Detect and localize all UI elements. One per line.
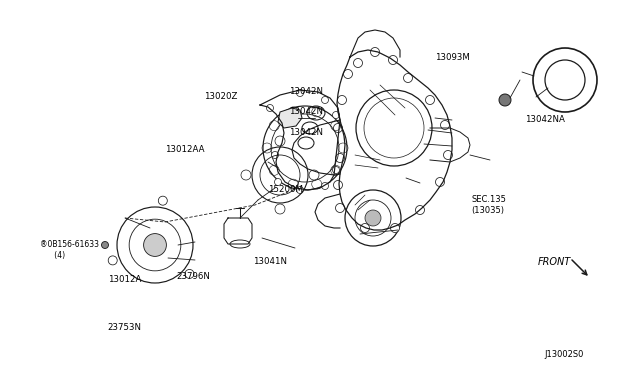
Text: 13093M: 13093M <box>435 53 470 62</box>
Text: ®0B156-61633
      (4): ®0B156-61633 (4) <box>40 240 99 260</box>
Circle shape <box>365 210 381 226</box>
Circle shape <box>321 96 328 103</box>
Text: J13002S0: J13002S0 <box>544 350 584 359</box>
Text: 13042N: 13042N <box>289 107 323 116</box>
Circle shape <box>335 203 344 212</box>
Text: 13012AA: 13012AA <box>165 145 205 154</box>
Circle shape <box>426 96 435 105</box>
Text: FRONT: FRONT <box>538 257 571 267</box>
Circle shape <box>321 183 328 189</box>
Circle shape <box>158 196 167 205</box>
Circle shape <box>403 74 413 83</box>
Text: 13042N: 13042N <box>289 128 323 137</box>
Circle shape <box>143 234 166 256</box>
Circle shape <box>241 170 251 180</box>
Circle shape <box>388 55 397 64</box>
Circle shape <box>371 48 380 57</box>
Circle shape <box>333 180 342 189</box>
Circle shape <box>185 269 194 278</box>
Circle shape <box>335 154 344 163</box>
Circle shape <box>271 151 278 158</box>
Circle shape <box>275 136 285 146</box>
Text: 23796N: 23796N <box>177 272 211 281</box>
Circle shape <box>266 105 273 112</box>
Text: 23753N: 23753N <box>108 323 141 332</box>
Text: 13042N: 13042N <box>289 87 323 96</box>
Circle shape <box>337 96 346 105</box>
Circle shape <box>333 124 342 132</box>
Text: 13012A: 13012A <box>108 275 141 284</box>
Circle shape <box>333 112 339 119</box>
Circle shape <box>390 224 399 232</box>
Circle shape <box>333 167 339 173</box>
Text: 13020Z: 13020Z <box>204 92 237 101</box>
Circle shape <box>296 90 303 96</box>
Circle shape <box>108 256 117 265</box>
Text: 15200M: 15200M <box>268 185 303 194</box>
Circle shape <box>275 179 282 186</box>
Circle shape <box>440 121 449 129</box>
Text: 13042NA: 13042NA <box>525 115 564 124</box>
Text: 13041N: 13041N <box>253 257 287 266</box>
Text: SEC.135
(13035): SEC.135 (13035) <box>471 195 506 215</box>
Circle shape <box>296 186 303 193</box>
Circle shape <box>444 151 452 160</box>
Circle shape <box>275 204 285 214</box>
Circle shape <box>415 205 424 215</box>
Circle shape <box>353 58 362 67</box>
Circle shape <box>435 177 445 186</box>
Circle shape <box>102 241 109 248</box>
Circle shape <box>309 170 319 180</box>
Circle shape <box>360 224 369 232</box>
Circle shape <box>499 94 511 106</box>
Polygon shape <box>278 108 302 128</box>
Circle shape <box>344 70 353 78</box>
